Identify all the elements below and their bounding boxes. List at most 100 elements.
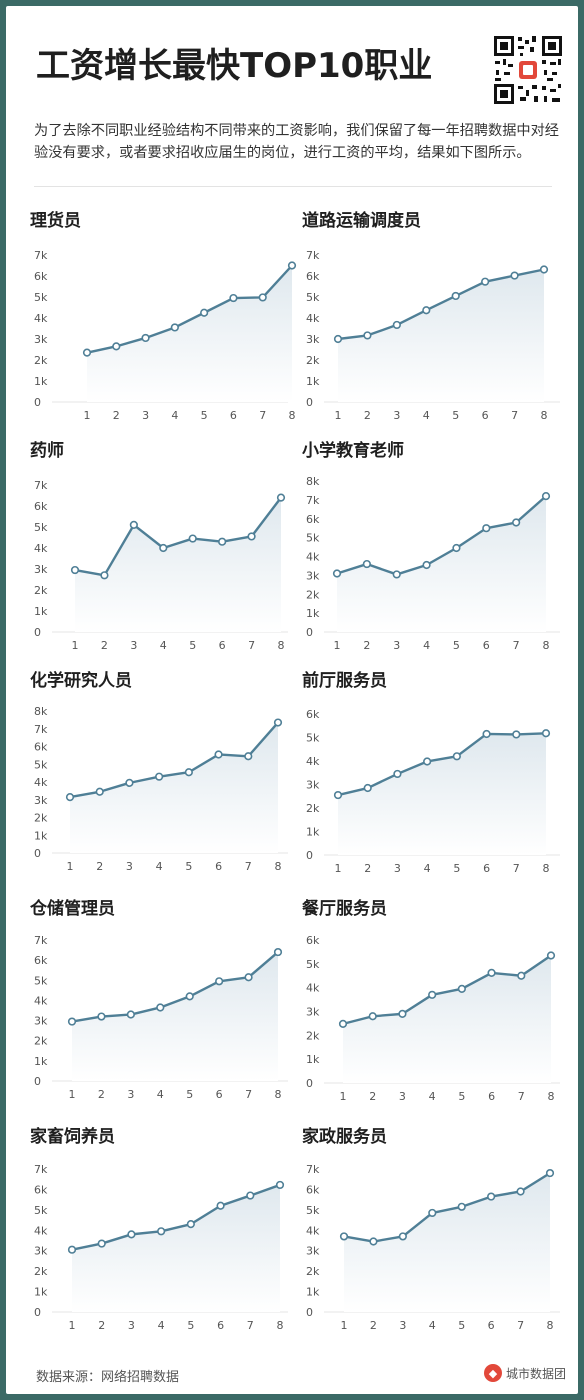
y-tick-label: 4k — [306, 551, 320, 564]
y-tick-label: 5k — [306, 958, 320, 971]
x-tick-label: 7 — [513, 862, 520, 875]
line-chart: 0 1k 2k 3k 4k 5k 6k 7k 1 2 3 4 5 6 7 8 — [34, 1163, 288, 1332]
y-tick-label: 7k — [306, 494, 320, 507]
y-tick-label: 0 — [306, 396, 313, 409]
x-tick-label: 5 — [189, 639, 196, 652]
x-tick-label: 8 — [548, 1090, 555, 1103]
data-point — [97, 1239, 106, 1248]
chart-title: 小学教育老师 — [302, 441, 404, 461]
y-tick-label: 6k — [34, 270, 48, 283]
data-point — [393, 769, 402, 779]
y-tick-label: 6k — [306, 513, 320, 526]
data-point — [188, 534, 197, 543]
data-point — [482, 524, 491, 533]
y-tick-label: 1k — [34, 1055, 48, 1068]
data-point — [512, 518, 521, 527]
y-tick-label: 6k — [306, 934, 320, 947]
y-tick-label: 4k — [306, 755, 320, 768]
y-tick-label: 1k — [34, 375, 48, 388]
x-tick-label: 1 — [341, 1319, 348, 1332]
y-tick-label: 5k — [34, 758, 48, 771]
series-line — [336, 495, 547, 576]
data-point — [216, 1201, 225, 1210]
series-area — [72, 952, 278, 1081]
y-tick-label: 2k — [34, 584, 48, 597]
y-tick-label: 3k — [306, 333, 320, 346]
data-point — [273, 947, 283, 957]
x-tick-label: 8 — [278, 639, 285, 652]
series-line — [337, 732, 547, 797]
line-chart: 0 1k 2k 3k 4k 5k 6k 7k 1 2 3 4 5 6 7 8 — [34, 479, 288, 652]
y-tick-label: 5k — [34, 521, 48, 534]
page-title: 工资增长最快TOP10职业 — [36, 46, 433, 86]
x-tick-label: 1 — [72, 639, 79, 652]
y-tick-label: 3k — [34, 1015, 48, 1028]
data-point — [541, 729, 551, 738]
data-point — [246, 1191, 255, 1200]
y-tick-label: 5k — [34, 291, 48, 304]
chart-title: 餐厅服务员 — [302, 899, 387, 919]
y-tick-label: 1k — [34, 605, 48, 618]
chart-title: 理货员 — [30, 211, 81, 231]
y-tick-label: 0 — [34, 626, 41, 639]
x-tick-label: 6 — [483, 862, 490, 875]
series-line — [337, 268, 545, 341]
line-chart: 0 1k 2k 3k 4k 5k 6k 7k 8k 1 2 3 4 5 6 7 8 — [306, 475, 560, 652]
x-tick-label: 5 — [453, 639, 460, 652]
x-tick-label: 5 — [453, 862, 460, 875]
y-tick-label: 5k — [306, 291, 320, 304]
x-tick-label: 1 — [67, 860, 74, 873]
x-tick-label: 5 — [452, 409, 459, 422]
series-area — [343, 955, 551, 1083]
x-tick-label: 3 — [127, 1088, 134, 1101]
y-tick-label: 1k — [306, 375, 320, 388]
x-tick-label: 8 — [543, 639, 550, 652]
y-tick-label: 1k — [34, 1286, 48, 1299]
x-tick-label: 8 — [541, 409, 548, 422]
chart-title: 前厅服务员 — [302, 671, 387, 691]
data-point — [422, 306, 431, 315]
data-point — [247, 532, 256, 541]
y-tick-label: 0 — [306, 849, 313, 862]
y-tick-label: 1k — [306, 1053, 320, 1066]
data-point — [97, 1012, 106, 1021]
data-point — [287, 261, 297, 270]
x-tick-label: 5 — [185, 860, 192, 873]
data-point — [112, 342, 121, 351]
data-point — [457, 1202, 466, 1211]
x-tick-label: 5 — [186, 1088, 193, 1101]
chart-title: 家畜饲养员 — [30, 1127, 115, 1147]
x-tick-label: 8 — [275, 1088, 282, 1101]
x-tick-label: 7 — [247, 1319, 254, 1332]
data-point — [487, 968, 496, 977]
data-point — [258, 293, 267, 302]
data-point — [392, 320, 401, 330]
infographic-page: 工资增长最快TOP10职业 为了去除不同职业经验结构不同带来的工资影响，我们保留… — [6, 6, 578, 1394]
x-tick-label: 4 — [160, 639, 167, 652]
line-chart: 0 1k 2k 3k 4k 5k 6k 7k 8k 1 2 3 4 5 6 7 8 — [34, 705, 288, 873]
chart-title: 药师 — [30, 441, 64, 461]
data-point — [184, 768, 193, 777]
series-area — [338, 269, 544, 402]
x-tick-label: 4 — [157, 1088, 164, 1101]
data-point — [273, 718, 283, 727]
y-tick-label: 4k — [306, 982, 320, 995]
line-chart: 0 1k 2k 3k 4k 5k 6k 7k 1 2 3 4 5 6 7 8 — [306, 1163, 560, 1332]
data-point — [541, 492, 551, 501]
x-tick-label: 2 — [101, 639, 108, 652]
x-tick-label: 7 — [245, 1088, 252, 1101]
y-tick-label: 5k — [306, 1204, 320, 1217]
x-tick-label: 4 — [171, 409, 178, 422]
data-point — [244, 973, 253, 982]
series-line — [342, 954, 552, 1026]
data-point — [275, 1180, 285, 1190]
y-tick-label: 2k — [306, 354, 320, 367]
x-tick-label: 7 — [518, 1090, 525, 1103]
data-point — [170, 323, 179, 332]
data-point — [452, 752, 461, 761]
data-point — [510, 271, 519, 280]
y-tick-label: 4k — [34, 312, 48, 325]
data-point — [545, 1168, 555, 1178]
series-line — [343, 1172, 551, 1243]
y-tick-label: 5k — [34, 1204, 48, 1217]
